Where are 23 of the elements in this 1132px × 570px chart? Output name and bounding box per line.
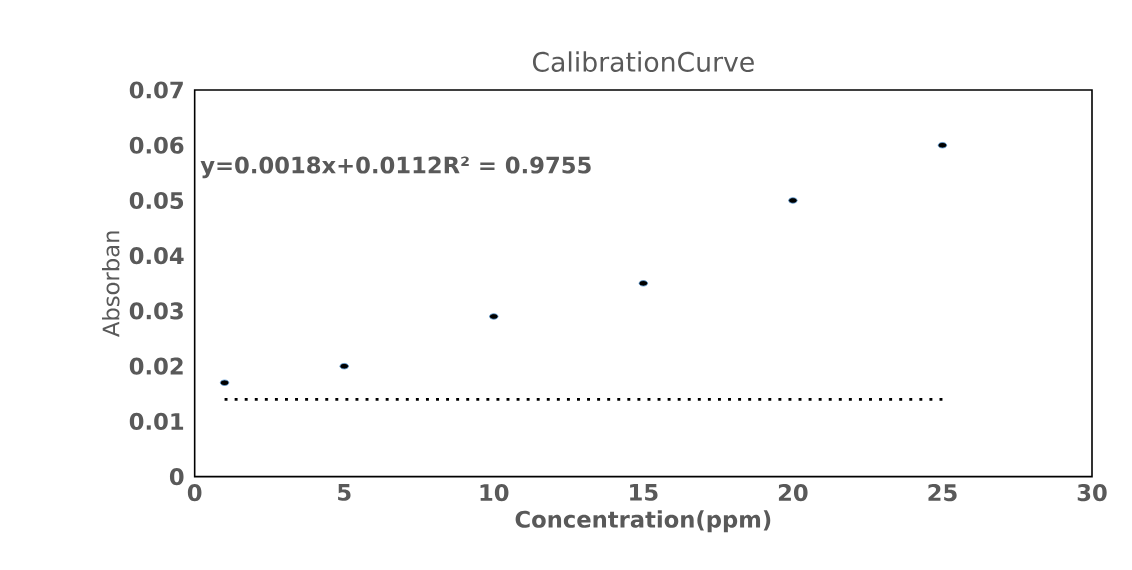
y-tick-label: 0.05	[129, 191, 184, 210]
y-tick-label: 0.02	[129, 357, 183, 375]
y-tick-label: 0	[169, 468, 184, 486]
y-tick-label: 0.04	[129, 247, 184, 265]
point	[788, 197, 798, 204]
y-tick-label: 0.03	[129, 302, 183, 320]
x-tick-label: 25	[928, 484, 957, 502]
x-tick-label: 0	[187, 484, 202, 502]
point	[339, 363, 349, 370]
x-tick-label: 20	[778, 484, 808, 502]
y-axis-title: Absorban	[102, 231, 120, 337]
x-axis-title: Concentration(ppm)	[515, 510, 771, 533]
y-tick-label: 0.01	[129, 412, 184, 430]
y-tick-label: 0.07	[129, 81, 183, 99]
x-tick-label: 5	[338, 484, 351, 501]
x-tick-label: 15	[630, 484, 658, 501]
annotation: y=0.0018x+0.0112R² = 0.9755	[200, 156, 591, 179]
x-tick-label: 30	[1077, 484, 1107, 502]
y-tick-label: 0.06	[129, 136, 184, 154]
point	[489, 313, 499, 320]
chart-title: CalibrationCurve	[532, 51, 754, 72]
point	[638, 280, 648, 287]
x-tick-label: 10	[480, 484, 509, 502]
